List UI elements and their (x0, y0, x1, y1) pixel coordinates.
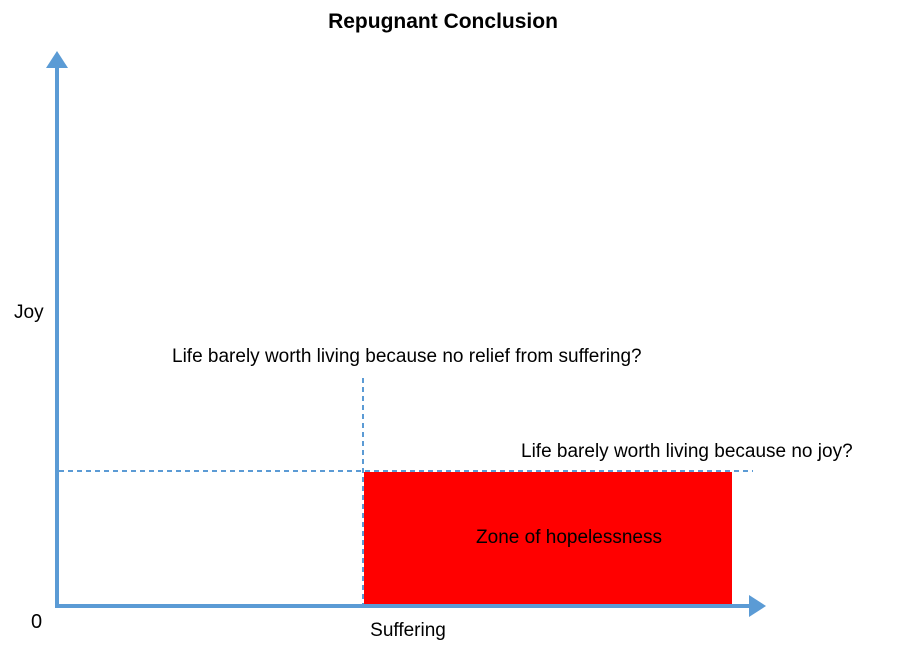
annotation-no-joy: Life barely worth living because no joy? (521, 441, 853, 462)
x-axis-arrowhead (749, 595, 766, 617)
y-axis-arrowhead (46, 51, 68, 68)
y-axis-line (55, 66, 59, 608)
zone-label: Zone of hopelessness (476, 527, 662, 548)
origin-label: 0 (31, 611, 43, 633)
annotation-no-relief-from-suffering: Life barely worth living because no reli… (172, 346, 642, 367)
y-axis-label: Joy (14, 302, 44, 323)
x-axis-label: Suffering (370, 620, 446, 641)
chart-title: Repugnant Conclusion (328, 10, 558, 33)
horizontal-dashed-guide (59, 470, 753, 472)
vertical-dashed-guide (362, 378, 364, 604)
zone-of-hopelessness-rect: Zone of hopelessness (364, 472, 732, 604)
x-axis-line (55, 604, 751, 608)
